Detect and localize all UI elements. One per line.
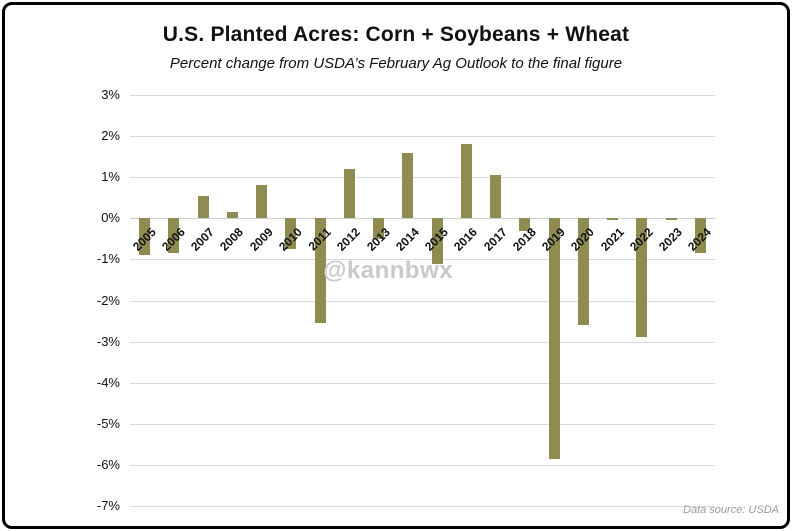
bar-2008 — [226, 212, 238, 219]
y-tick-label: 3% — [101, 87, 120, 102]
y-tick-label: -7% — [96, 498, 120, 513]
bar-2007 — [197, 195, 209, 219]
bar-2013 — [373, 218, 385, 239]
bar-2017 — [490, 175, 502, 219]
gridline — [130, 382, 715, 384]
y-tick-label: -6% — [96, 456, 120, 472]
bar-2018 — [519, 218, 531, 231]
bar-2009 — [256, 185, 268, 219]
bar-2011 — [314, 218, 326, 324]
y-tick-label: -4% — [96, 374, 120, 390]
zero-gridline — [130, 218, 715, 220]
bar-2021 — [607, 218, 619, 221]
bar-2010 — [285, 218, 297, 250]
y-tick-label: -5% — [96, 415, 120, 431]
y-tick-label: -1% — [96, 251, 120, 267]
bar-2023 — [665, 218, 677, 221]
bar-2012 — [343, 168, 355, 219]
bar-2016 — [460, 144, 472, 219]
gridline — [130, 136, 715, 138]
bar-2006 — [168, 218, 180, 254]
y-tick-label: -3% — [96, 333, 120, 349]
y-tick-label: 2% — [101, 128, 120, 144]
bar-2024 — [694, 218, 706, 254]
bar-2015 — [431, 218, 443, 264]
gridline — [130, 177, 715, 179]
bar-2019 — [548, 218, 560, 459]
gridline — [130, 506, 715, 507]
bar-2005 — [139, 218, 151, 256]
gridline — [130, 464, 715, 466]
bar-2020 — [577, 218, 589, 326]
bar-2014 — [402, 152, 414, 219]
data-source-note: Data source: USDA — [683, 504, 779, 516]
gridline — [130, 341, 715, 343]
y-tick-label: 0% — [101, 210, 120, 226]
gridline — [130, 259, 715, 261]
chart-subtitle: Percent change from USDA’s February Ag O… — [169, 55, 623, 72]
bar-2022 — [636, 218, 648, 338]
gridline — [130, 300, 715, 302]
chart-title: U.S. Planted Acres: Corn + Soybeans + Wh… — [162, 23, 630, 46]
y-tick-label: 1% — [101, 169, 120, 185]
y-tick-label: -2% — [96, 292, 120, 308]
gridline — [130, 95, 715, 96]
plot-area: 3% 2% 1% 0% -1% -2% -3% -4% -5% -6% -7% 2005 2006 200… — [97, 87, 715, 513]
gridline — [130, 423, 715, 425]
